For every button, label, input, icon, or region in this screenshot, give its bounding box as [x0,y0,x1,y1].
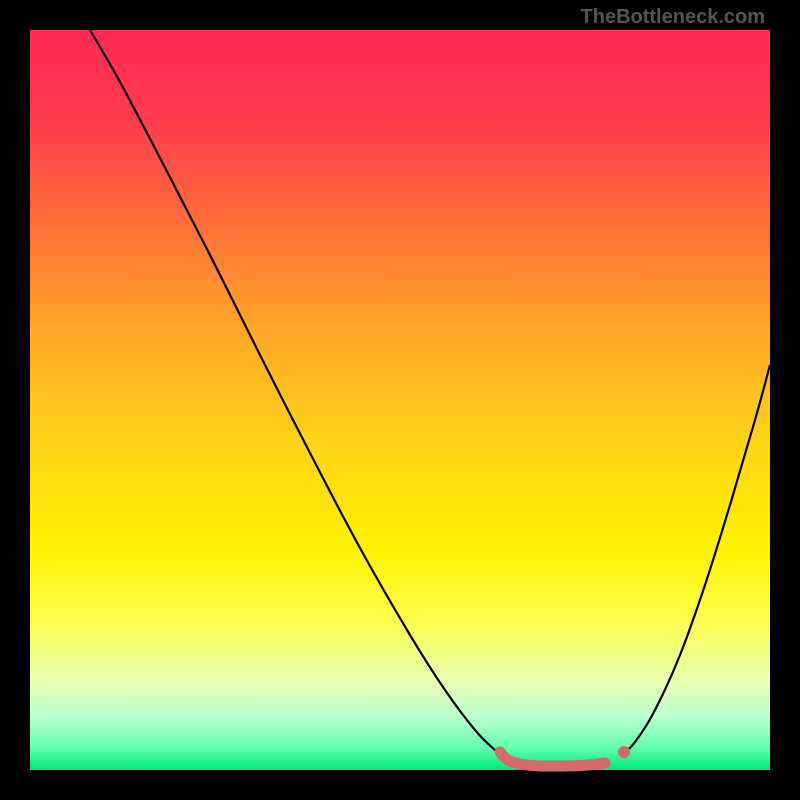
plot-area [30,30,770,770]
highlight-end-dot [618,746,630,758]
chart-lines [30,30,770,770]
chart-frame: TheBottleneck.com [0,0,800,800]
watermark-text: TheBottleneck.com [581,6,765,29]
curve-right [622,365,770,755]
curve-left [90,30,508,760]
highlight-segment [500,752,605,766]
